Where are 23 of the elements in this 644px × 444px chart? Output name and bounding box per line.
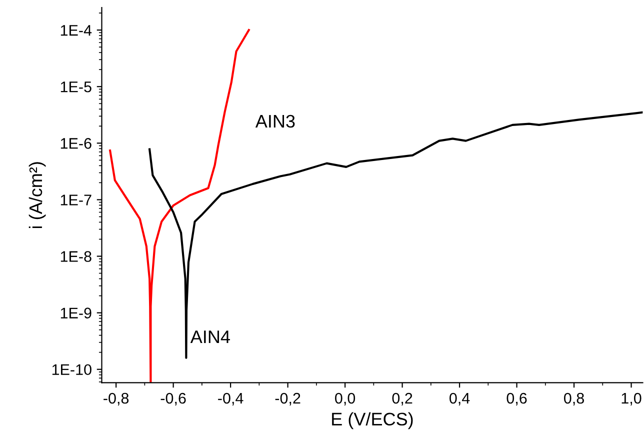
x-tick-label: 0,0 (335, 392, 356, 406)
x-tick-label: -0,8 (104, 392, 129, 406)
x-axis-title: E (V/ECS) (332, 412, 413, 430)
x-tick-label: 0,4 (450, 392, 470, 406)
series-label: AIN3 (255, 114, 295, 128)
line-series (109, 29, 250, 383)
y-tick-label: 1E-9 (60, 308, 92, 318)
y-tick-label: 1E-8 (60, 251, 92, 262)
y-axis-title: i (A/cm²) (28, 162, 46, 228)
x-tick-label: 0,6 (506, 392, 527, 406)
x-tick-label: -0,4 (218, 392, 244, 406)
y-tick-label: 1E-4 (60, 25, 92, 36)
x-tick-label: 1,0 (622, 392, 642, 406)
x-tick-label: -0,6 (160, 392, 186, 406)
line-series (148, 111, 643, 359)
y-tick-label: 1E-5 (60, 82, 92, 92)
y-tick-label: 1E-6 (60, 138, 92, 149)
y-tick-label: 1E-7 (60, 194, 92, 206)
series-label: AIN4 (190, 330, 230, 344)
x-tick-label: -0,2 (275, 392, 300, 406)
y-tick-label: 1E-10 (52, 364, 92, 376)
x-tick-label: 0,8 (564, 392, 584, 406)
x-tick-label: 0,2 (392, 392, 412, 406)
